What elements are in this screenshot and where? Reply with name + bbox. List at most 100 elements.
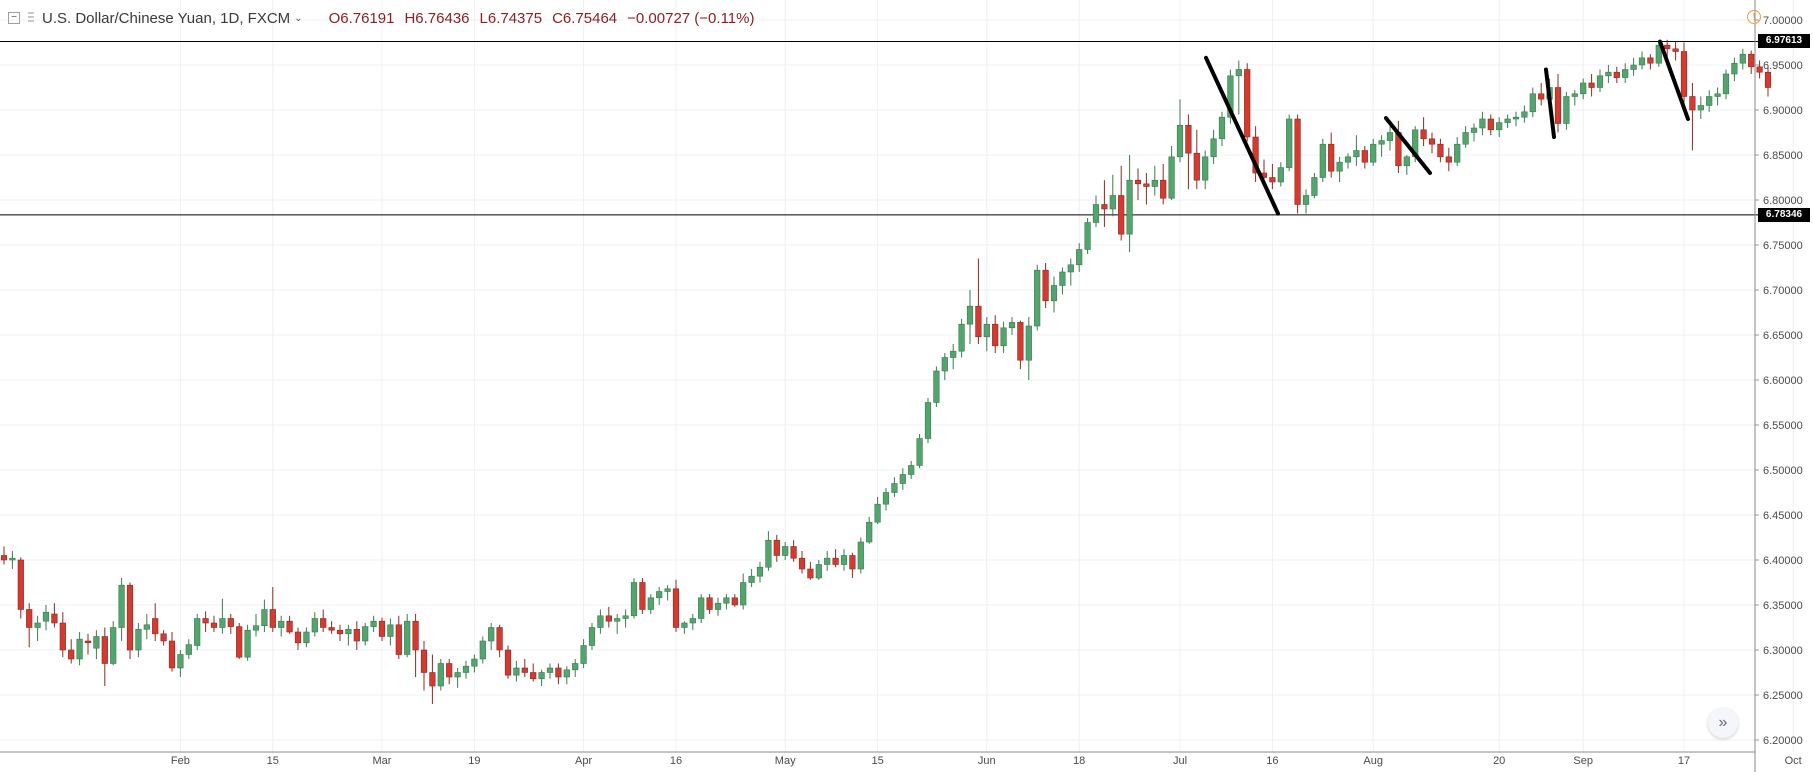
candle — [723, 594, 730, 610]
candle — [126, 582, 134, 659]
candle — [1151, 165, 1158, 196]
candle — [353, 621, 360, 650]
candle — [1218, 111, 1226, 146]
candle — [1361, 146, 1368, 169]
y-tick-label: 6.60000 — [1763, 375, 1803, 387]
candle — [1328, 132, 1335, 178]
symbol-title[interactable]: U.S. Dollar/Chinese Yuan, 1D, FXCM — [42, 9, 291, 27]
candle-body-up — [1638, 57, 1646, 66]
candle — [429, 654, 436, 704]
exclamation-circle-icon[interactable]: ! — [1747, 10, 1761, 24]
double-chevron-right-icon[interactable]: » — [1708, 708, 1738, 738]
candle-body-down — [420, 649, 428, 673]
candle — [1168, 146, 1175, 200]
candle — [1067, 258, 1074, 286]
price-axis[interactable]: 7.00000 6.95000 6.90000 6.85000 6.80000 6.750… — [1754, 0, 1803, 772]
candle-body-up — [437, 663, 444, 687]
x-tick-label: 17 — [1678, 755, 1690, 767]
candle-body-up — [1336, 161, 1343, 172]
candle-body-up — [1067, 264, 1074, 273]
change-value: −0.00727 (−0.11%) — [627, 9, 755, 27]
candle — [908, 461, 915, 479]
candle-body-up — [303, 631, 310, 644]
candle-body-up — [538, 672, 545, 680]
close-value: C6.75464 — [552, 9, 618, 27]
candle — [714, 597, 722, 616]
candle-body-down — [395, 624, 402, 655]
candle — [1563, 92, 1570, 130]
candle — [17, 557, 24, 619]
candle-body-down — [101, 636, 108, 664]
trend-line-drawing[interactable] — [1544, 67, 1556, 139]
candle — [1319, 138, 1326, 182]
candle-body-up — [1521, 111, 1528, 118]
candle — [1235, 60, 1242, 115]
collapse-square-icon[interactable]: − — [8, 12, 20, 24]
candle-body-up — [1076, 249, 1083, 266]
candle — [1025, 317, 1032, 380]
candle — [328, 621, 335, 634]
candle — [76, 632, 83, 666]
candle-body-up — [370, 620, 377, 627]
ohlc-values: O6.76191 H6.76436 L6.74375 C6.75464 −0.0… — [329, 10, 755, 27]
chart-grid — [0, 0, 1794, 752]
candle — [1017, 320, 1024, 370]
candle-body-up — [462, 665, 470, 673]
candle — [1605, 65, 1612, 83]
candle — [866, 516, 873, 544]
candle — [168, 632, 176, 672]
chevron-down-icon[interactable]: ⌄ — [294, 12, 303, 24]
candle-body-up — [1496, 122, 1503, 131]
candle-body-down — [68, 649, 75, 660]
candle-body-up — [891, 483, 898, 493]
candle — [546, 663, 554, 679]
trend-line-drawing[interactable] — [1384, 116, 1432, 175]
x-tick-label: Mar — [373, 755, 392, 767]
y-tick-label: 6.45000 — [1763, 510, 1803, 522]
candle — [1479, 111, 1486, 136]
candle-body-down — [1420, 129, 1427, 140]
candle-body-up — [1739, 53, 1746, 64]
candle-body-up — [740, 582, 747, 606]
candle-body-up — [404, 620, 411, 655]
candle — [1470, 123, 1478, 142]
candle-body-up — [1655, 44, 1662, 64]
x-tick-label: 15 — [267, 755, 279, 767]
candle-body-up — [1571, 93, 1578, 97]
candle — [320, 609, 327, 632]
candle — [488, 623, 495, 650]
candle-body-up — [362, 626, 369, 642]
drag-handle-icon[interactable] — [28, 12, 34, 24]
candle — [1630, 57, 1637, 76]
candle-body-up — [1202, 156, 1209, 181]
time-axis[interactable]: Feb 15 Mar 19 Apr 16 May 15 Jun 18 Jul 16 Aug 20 Sep 17… — [0, 751, 1813, 767]
candle-body-down — [605, 615, 612, 622]
candle — [1193, 129, 1200, 190]
candle-body-up — [983, 323, 990, 338]
candle-body-up — [1084, 222, 1091, 250]
x-tick-label: 16 — [1266, 755, 1278, 767]
candle-body-up — [1630, 64, 1637, 70]
candle-body-up — [1714, 93, 1721, 97]
candle — [857, 537, 864, 574]
candle-body-up — [1622, 69, 1629, 78]
candle — [1294, 114, 1301, 214]
candle — [555, 663, 562, 685]
candle — [1571, 90, 1578, 106]
candle-body-up — [1353, 150, 1360, 158]
candle — [1344, 153, 1352, 169]
candle-body-down — [1185, 125, 1192, 154]
candle-body-up — [1210, 138, 1217, 158]
candle-body-up — [1731, 62, 1738, 75]
candle-body-up — [1529, 93, 1536, 113]
candle — [941, 353, 948, 380]
candle-body-down — [849, 555, 856, 570]
candle-body-up — [1025, 325, 1032, 361]
candle — [815, 560, 822, 580]
candle — [362, 623, 369, 646]
trend-line-drawing[interactable] — [1658, 39, 1690, 121]
candle — [689, 614, 696, 631]
candle-body-up — [916, 438, 923, 466]
trend-line-drawing[interactable] — [1204, 55, 1280, 216]
